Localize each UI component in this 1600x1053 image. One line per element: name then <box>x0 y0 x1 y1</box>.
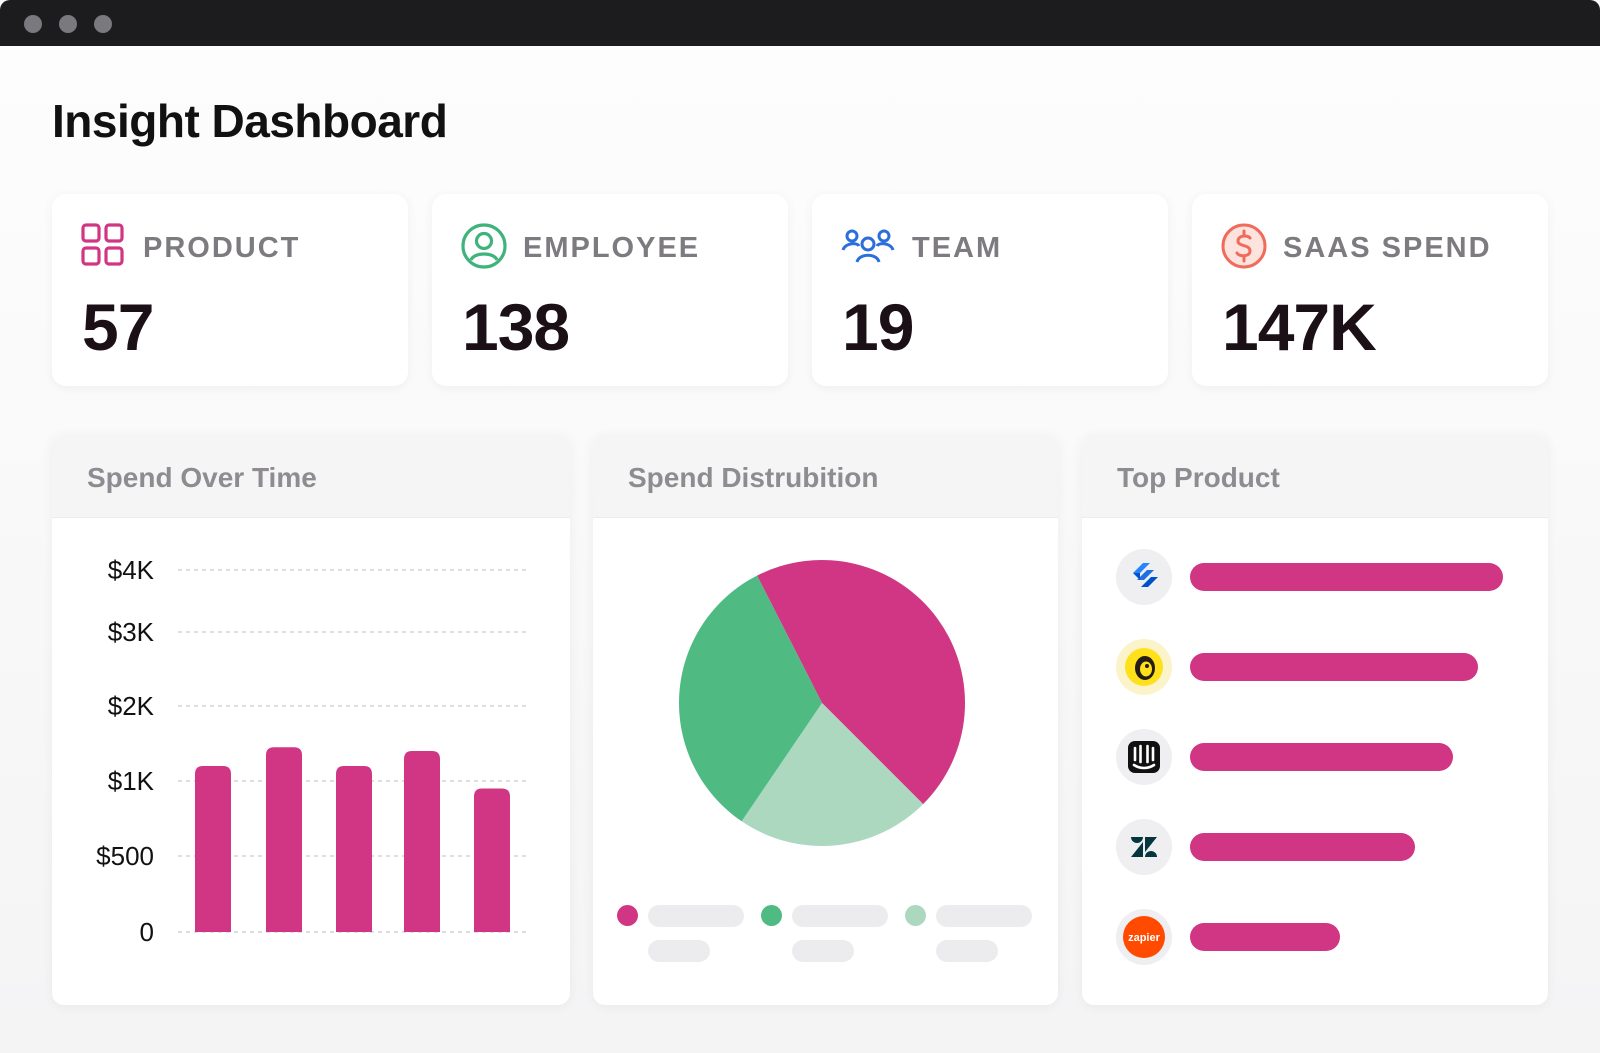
top-product-bar <box>1190 563 1503 591</box>
window-close-button[interactable] <box>24 15 42 33</box>
top-product-bar <box>1190 923 1341 951</box>
panel-title: Spend Distrubition <box>628 462 879 493</box>
pie-slice[interactable] <box>679 575 822 822</box>
legend-value-placeholder <box>936 940 998 962</box>
top-product-bar <box>1190 743 1453 771</box>
y-tick-label: $1K <box>108 766 155 796</box>
user-circle-icon <box>461 223 507 269</box>
stat-card-employee[interactable]: EMPLOYEE 138 <box>432 194 788 386</box>
legend-dot <box>761 905 782 926</box>
y-tick-label: $500 <box>96 841 154 871</box>
legend-dot <box>905 905 926 926</box>
stat-card-team[interactable]: TEAM 19 <box>812 194 1168 386</box>
panel-spend-over-time: Spend Over Time 0 $500 $1K $2K $3K $4K <box>52 435 570 1005</box>
legend-dot <box>617 905 638 926</box>
stat-card-product[interactable]: PRODUCT 57 <box>52 194 408 386</box>
mailchimp-logo-icon <box>1116 639 1172 695</box>
bar[interactable] <box>474 788 510 933</box>
stat-value: 147K <box>1222 290 1377 364</box>
spend-distribution-chart <box>679 560 965 846</box>
dashboard-content: Insight Dashboard PRODUCT 57 EMPLOYEE <box>0 46 1600 1053</box>
stat-value: 57 <box>82 290 154 364</box>
team-icon <box>841 229 895 263</box>
legend-label-placeholder <box>648 905 744 927</box>
bar[interactable] <box>336 766 372 932</box>
spend-over-time-chart: 0 $500 $1K $2K $3K $4K <box>96 555 527 947</box>
jira-logo-icon <box>1116 549 1172 605</box>
panel-title: Top Product <box>1117 462 1280 493</box>
top-product-bar <box>1190 653 1478 681</box>
y-tick-label: 0 <box>140 917 154 947</box>
y-tick-label: $3K <box>108 617 155 647</box>
bar[interactable] <box>195 766 231 932</box>
window-titlebar <box>0 0 1600 46</box>
pie-slice[interactable] <box>741 703 924 846</box>
legend-label-placeholder <box>936 905 1032 927</box>
bar[interactable] <box>404 751 440 932</box>
stat-value: 19 <box>842 290 914 364</box>
panel-header: Spend Over Time <box>52 435 570 518</box>
legend-value-placeholder <box>648 940 710 962</box>
stat-label: EMPLOYEE <box>523 232 701 264</box>
zapier-logo-text: zapier <box>1128 932 1161 944</box>
panel-header: Top Product <box>1082 435 1548 518</box>
page-title: Insight Dashboard <box>52 95 448 147</box>
stat-card-saas-spend[interactable]: SAAS SPEND 147K <box>1192 194 1548 386</box>
window-minimize-button[interactable] <box>59 15 77 33</box>
zapier-logo-icon: zapier <box>1116 909 1172 965</box>
pie-slice[interactable] <box>757 560 965 805</box>
y-tick-label: $4K <box>108 555 155 585</box>
panel-top-product: Top Product <box>1082 435 1548 1005</box>
top-product-bar <box>1190 833 1416 861</box>
legend-value-placeholder <box>792 940 854 962</box>
grid-icon <box>81 223 124 266</box>
stat-label: TEAM <box>912 232 1003 264</box>
panel-title: Spend Over Time <box>87 462 317 493</box>
window-maximize-button[interactable] <box>94 15 112 33</box>
y-tick-label: $2K <box>108 691 155 721</box>
panel-spend-distribution: Spend Distrubition <box>593 435 1058 1005</box>
stat-value: 138 <box>462 290 570 364</box>
dollar-circle-icon <box>1221 223 1267 269</box>
panel-header: Spend Distrubition <box>593 435 1058 518</box>
intercom-logo-icon <box>1116 729 1172 785</box>
legend-label-placeholder <box>792 905 888 927</box>
bar[interactable] <box>266 747 302 932</box>
stat-label: SAAS SPEND <box>1283 232 1492 264</box>
zendesk-logo-icon <box>1116 819 1172 875</box>
stat-label: PRODUCT <box>143 232 301 264</box>
